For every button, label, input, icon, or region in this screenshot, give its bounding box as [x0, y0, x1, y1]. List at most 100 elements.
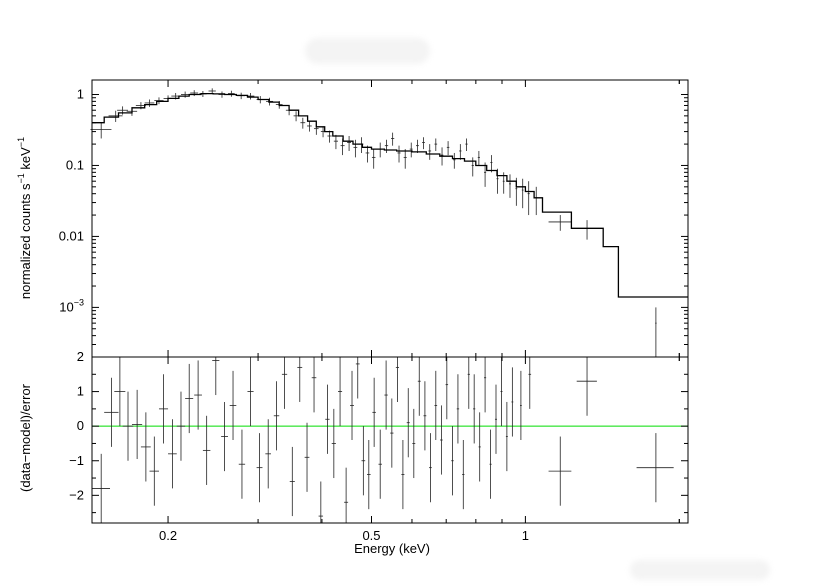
- residual-point: [478, 412, 481, 482]
- residual-point: [401, 440, 405, 510]
- residual-point: [456, 374, 460, 444]
- residual-point: [417, 357, 421, 416]
- tick-base: 10: [59, 299, 73, 314]
- residual-point: [304, 422, 310, 492]
- residual-point: [273, 381, 280, 451]
- data-point: [527, 181, 530, 216]
- y-tick-label: −2: [69, 487, 84, 502]
- data-point: [521, 178, 524, 209]
- residual-point: [378, 429, 382, 499]
- data-point: [434, 138, 438, 151]
- data-point: [484, 162, 487, 187]
- residual-point: [158, 374, 169, 444]
- residual-point: [256, 433, 263, 503]
- data-point: [397, 145, 401, 163]
- data-point: [180, 91, 190, 98]
- data-point: [391, 132, 395, 146]
- residual-point: [519, 370, 522, 440]
- data-point: [548, 215, 572, 231]
- residual-point: [445, 357, 449, 420]
- residual-point: [104, 377, 119, 447]
- residual-point: [140, 412, 151, 482]
- data-point: [300, 117, 306, 129]
- tick-base: 1: [77, 86, 84, 101]
- residual-point: [467, 357, 470, 409]
- top-smudge: [305, 38, 430, 64]
- residual-point: [548, 436, 572, 506]
- residual-point: [511, 367, 514, 437]
- data-point: [293, 111, 299, 122]
- residual-point: [505, 401, 508, 472]
- residual-point: [367, 440, 371, 510]
- model-line: [92, 92, 688, 298]
- residual-point: [297, 357, 303, 402]
- residual-point: [462, 440, 465, 510]
- residual-point: [338, 357, 343, 427]
- residual-point: [247, 357, 254, 427]
- x-tick-label: 0.2: [159, 528, 177, 543]
- residual-point: [500, 357, 503, 427]
- residual-point: [412, 408, 416, 479]
- data-point: [471, 157, 474, 177]
- residual-point: [429, 433, 432, 503]
- residual-point: [281, 357, 288, 409]
- data-point: [144, 99, 155, 107]
- x-tick-label: 1: [522, 528, 529, 543]
- data-point: [422, 137, 425, 150]
- y-tick-label: 10−3: [59, 297, 84, 314]
- data-point: [576, 220, 597, 240]
- residual-point: [131, 389, 143, 460]
- spectrum-marks: [90, 88, 688, 357]
- tick-base: 0.1: [66, 157, 84, 172]
- residual-point: [194, 360, 202, 430]
- y-tick-label: 0.1: [66, 157, 84, 172]
- x-axis-label: Energy (keV): [354, 541, 430, 556]
- data-point: [227, 90, 235, 97]
- data-point: [371, 149, 376, 169]
- residual-point: [289, 446, 295, 517]
- residual-point: [395, 357, 400, 402]
- residual-point: [576, 357, 597, 416]
- data-point: [384, 139, 389, 153]
- y-tick-label: −1: [69, 453, 84, 468]
- data-point: [453, 152, 456, 169]
- data-point: [465, 138, 468, 151]
- residual-point: [484, 357, 487, 413]
- residual-point: [229, 370, 237, 440]
- residual-point: [390, 398, 394, 468]
- residual-point: [451, 426, 454, 496]
- residual-point: [212, 357, 220, 396]
- residual-point: [325, 384, 330, 454]
- data-point: [416, 139, 419, 153]
- residual-point: [494, 384, 498, 454]
- data-point: [108, 110, 123, 122]
- data-point: [365, 145, 370, 163]
- residual-point: [406, 388, 410, 458]
- bottom-frame: [91, 356, 689, 524]
- data-point: [347, 136, 352, 151]
- data-point: [655, 307, 657, 357]
- y-tick-label: 1: [77, 86, 84, 101]
- residual-point: [149, 436, 159, 506]
- data-point: [307, 121, 312, 132]
- residual-point: [311, 357, 317, 413]
- data-point: [353, 139, 358, 158]
- y-tick-label: 1: [77, 384, 84, 399]
- residual-point: [168, 419, 177, 489]
- residual-point: [361, 426, 366, 496]
- data-point: [90, 122, 112, 139]
- residual-point: [489, 429, 492, 499]
- tick-exponent: −3: [74, 297, 84, 307]
- data-point: [409, 142, 413, 158]
- residual-point: [344, 467, 349, 523]
- data-point: [378, 142, 382, 158]
- residual-point: [331, 408, 336, 479]
- residual-point: [238, 429, 246, 499]
- residual-point: [176, 391, 186, 461]
- bottom-smudge: [630, 560, 770, 580]
- y-label-main: normalized counts s: [18, 183, 33, 299]
- residual-marks: [92, 357, 688, 523]
- residual-point: [185, 363, 194, 434]
